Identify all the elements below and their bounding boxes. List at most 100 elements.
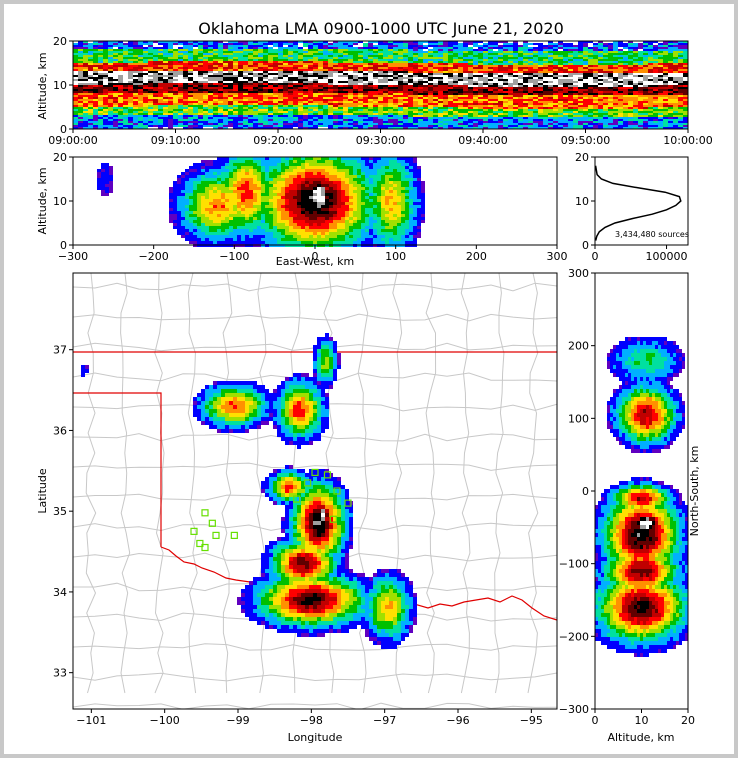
density-cell [203, 81, 208, 83]
density-cell [383, 73, 388, 75]
density-cell [613, 63, 618, 65]
density-cell [353, 113, 358, 115]
density-cell [298, 65, 303, 67]
density-cell [123, 117, 128, 119]
density-cell [338, 49, 343, 51]
density-cell [533, 107, 538, 109]
density-cell [328, 63, 333, 65]
density-cell [88, 67, 93, 69]
density-cell [428, 55, 433, 57]
density-cell [518, 45, 523, 47]
density-cell [508, 125, 513, 127]
density-cell [193, 113, 198, 115]
density-cell [423, 69, 428, 71]
density-cell [553, 55, 558, 57]
density-cell [183, 125, 188, 127]
density-cell [163, 105, 168, 107]
density-cell [308, 51, 313, 53]
density-cell [228, 71, 233, 73]
density-cell [168, 119, 173, 121]
density-cell [623, 107, 628, 109]
density-cell [408, 53, 413, 55]
density-cell [463, 113, 468, 115]
density-cell [273, 71, 278, 73]
density-cell [538, 93, 543, 95]
density-cell [88, 103, 93, 105]
density-cell [248, 77, 253, 79]
density-cell [178, 77, 183, 79]
density-cell [133, 73, 138, 75]
density-cell [393, 77, 398, 79]
density-cell [253, 91, 258, 93]
density-cell [463, 91, 468, 93]
density-cell [593, 99, 598, 101]
density-cell [243, 109, 248, 111]
density-cell [153, 75, 158, 77]
density-cell [323, 65, 328, 67]
density-cell [543, 87, 548, 89]
density-cell [583, 59, 588, 61]
density-cell [168, 51, 173, 53]
density-cell [183, 49, 188, 51]
density-cell [143, 107, 148, 109]
density-cell [473, 91, 478, 93]
density-cell [453, 67, 458, 69]
density-cell [343, 123, 348, 125]
density-cell [443, 119, 448, 121]
density-cell [393, 75, 398, 77]
density-cell [118, 75, 123, 77]
density-cell [553, 127, 558, 129]
density-cell [473, 121, 478, 123]
density-cell [433, 101, 438, 103]
density-cell [383, 83, 388, 85]
density-cell [353, 75, 358, 77]
density-cell [118, 91, 123, 93]
density-cell [473, 115, 478, 117]
density-cell [378, 55, 383, 57]
density-cell [383, 93, 388, 95]
density-cell [513, 47, 518, 49]
density-cell [328, 57, 333, 59]
density-cell [583, 71, 588, 73]
density-cell [578, 91, 583, 93]
density-cell [438, 125, 443, 127]
density-cell [438, 107, 443, 109]
density-cell [573, 51, 578, 53]
density-cell [113, 121, 118, 123]
density-cell [463, 121, 468, 123]
density-cell [283, 79, 288, 81]
density-cell [93, 119, 98, 121]
density-cell [353, 101, 358, 103]
density-cell [283, 121, 288, 123]
density-cell [363, 63, 368, 65]
density-cell [613, 41, 618, 43]
density-cell [398, 109, 403, 111]
density-cell [498, 57, 503, 59]
density-cell [338, 87, 343, 89]
density-cell [458, 119, 463, 121]
density-cell [203, 85, 208, 87]
density-cell [433, 93, 438, 95]
density-cell [183, 103, 188, 105]
density-cell [433, 121, 438, 123]
density-cell [543, 59, 548, 61]
density-cell [123, 65, 128, 67]
density-cell [158, 57, 163, 59]
density-cell [443, 59, 448, 61]
density-cell [248, 69, 253, 71]
density-cell [208, 75, 213, 77]
density-cell [118, 63, 123, 65]
density-cell [448, 127, 453, 129]
density-cell [313, 125, 318, 127]
density-cell [103, 99, 108, 101]
density-cell [168, 101, 173, 103]
density-cell [208, 53, 213, 55]
density-cell [173, 65, 178, 67]
density-cell [453, 117, 458, 119]
density-cell [538, 53, 543, 55]
density-cell [123, 57, 128, 59]
density-cell [483, 105, 488, 107]
density-cell [463, 89, 468, 91]
density-cell [323, 77, 328, 79]
density-cell [153, 95, 158, 97]
